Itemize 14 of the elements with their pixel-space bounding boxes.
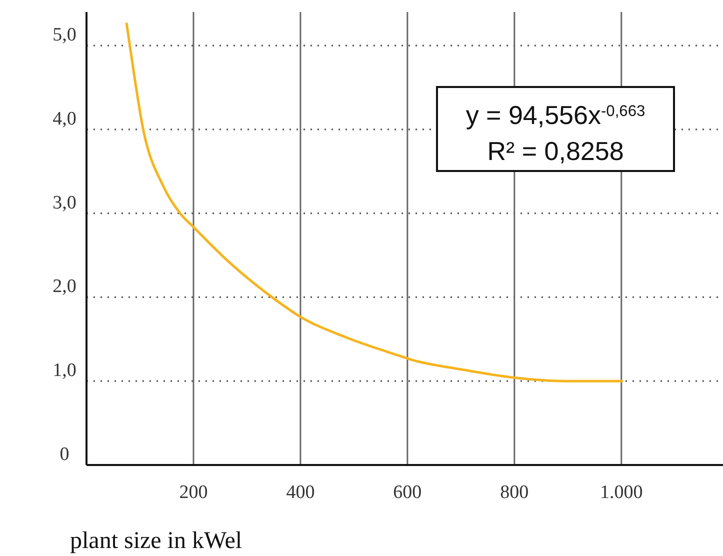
x-axis-title: plant size in kWel: [70, 528, 242, 554]
y-tick-label: 1,0: [52, 360, 76, 382]
x-tick-label: 600: [393, 482, 422, 503]
x-tick-label: 200: [179, 482, 208, 503]
y-tick-label: 2,0: [52, 276, 76, 298]
y-tick-label: 5,0: [52, 24, 76, 46]
y-tick-label: 3,0: [52, 192, 76, 214]
annotation: y = 94,556x$^{-0,663}$: [466, 100, 646, 130]
x-tick-label: 1.000: [600, 482, 643, 503]
y-tick-label: 0: [60, 444, 70, 465]
annotation: R² = 0,8258: [487, 136, 624, 166]
x-tick-label: 800: [500, 482, 529, 503]
y-tick-label: 4,0: [52, 108, 76, 130]
x-tick-label: 400: [286, 482, 315, 503]
